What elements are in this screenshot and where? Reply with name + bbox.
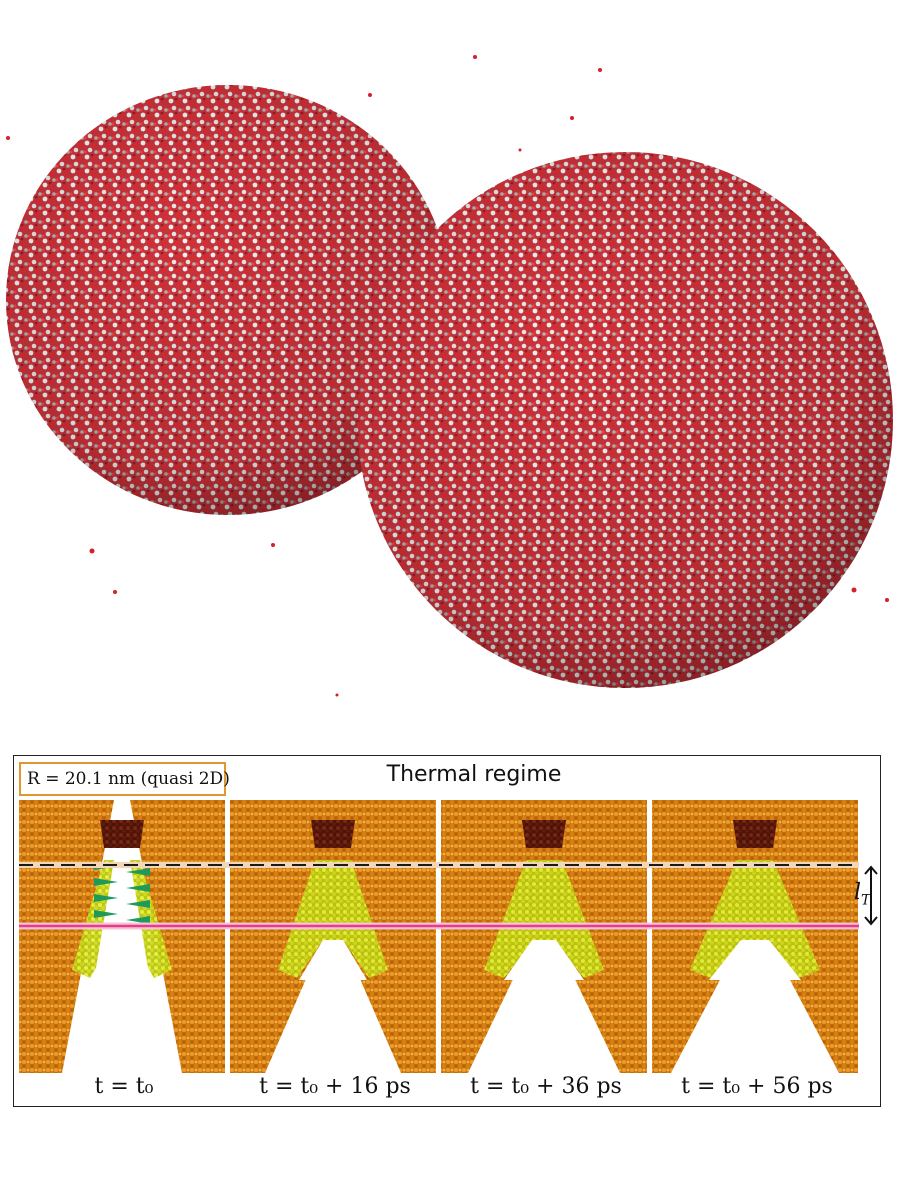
force-arrow-icon	[126, 884, 150, 892]
force-arrow-icon	[126, 900, 150, 908]
simulation-frame	[230, 800, 436, 1073]
simulation-frame	[19, 800, 225, 1073]
force-arrow-icon	[94, 910, 118, 918]
force-arrow-icon	[94, 894, 118, 902]
frame-caption: t = t₀ + 56 ps	[681, 1074, 833, 1099]
frame-caption: t = t₀	[94, 1074, 154, 1099]
scale-arrow	[864, 865, 878, 926]
frame-caption: t = t₀ + 36 ps	[470, 1074, 622, 1099]
force-arrow-icon	[126, 916, 150, 924]
simulation-frame	[441, 800, 647, 1073]
simulation-frames	[19, 800, 878, 1073]
simulation-frame	[652, 800, 858, 1073]
water-droplets-scene	[6, 55, 893, 697]
stray-molecules	[6, 55, 889, 697]
frame-caption: t = t₀ + 16 ps	[259, 1074, 411, 1099]
regime-title: Thermal regime	[386, 762, 562, 787]
droplet-left	[6, 85, 450, 515]
force-arrow-icon	[126, 868, 150, 876]
force-arrow-icon	[94, 878, 118, 886]
droplet-right	[357, 152, 893, 688]
scale-label: lT	[854, 880, 871, 909]
thermal-regime-panel: R = 20.1 nm (quasi 2D) Thermal regime lT…	[13, 755, 881, 1107]
radius-label: R = 20.1 nm (quasi 2D)	[19, 762, 230, 796]
